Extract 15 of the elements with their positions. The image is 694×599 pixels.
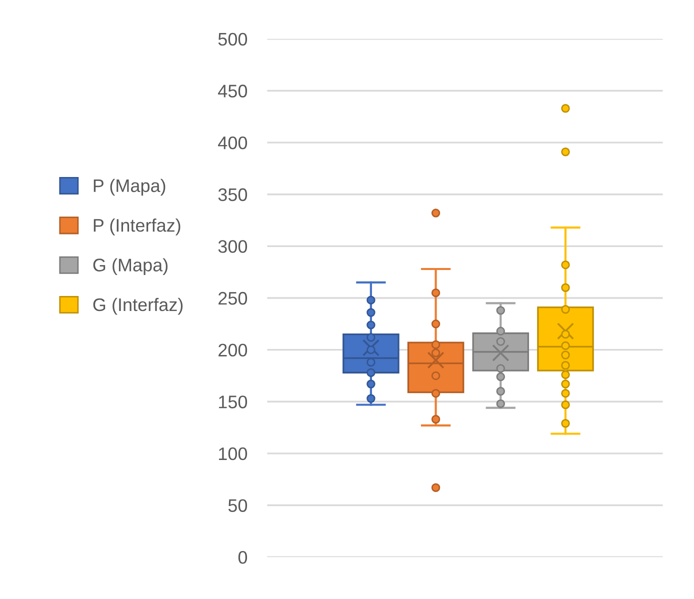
legend-label: G (Interfaz) bbox=[93, 298, 183, 315]
y-tick-label: 100 bbox=[219, 447, 248, 460]
y-tick-label: 400 bbox=[218, 136, 248, 150]
legend-label: P (Mapa) bbox=[94, 178, 166, 196]
y-tick-label: 200 bbox=[218, 344, 248, 357]
y-tick-label: 150 bbox=[219, 396, 248, 408]
y-tick-label: 50 bbox=[228, 499, 248, 512]
y-tick-label: 300 bbox=[218, 240, 248, 253]
y-tick-label: 250 bbox=[218, 292, 248, 305]
legend-label: P (Interfaz) bbox=[94, 218, 180, 236]
y-tick-label: 500 bbox=[218, 32, 248, 46]
y-tick-label: 0 bbox=[238, 551, 248, 564]
y-tick-label: 350 bbox=[218, 188, 248, 202]
legend-label: G (Mapa) bbox=[93, 258, 168, 276]
y-tick-label: 450 bbox=[218, 84, 248, 98]
